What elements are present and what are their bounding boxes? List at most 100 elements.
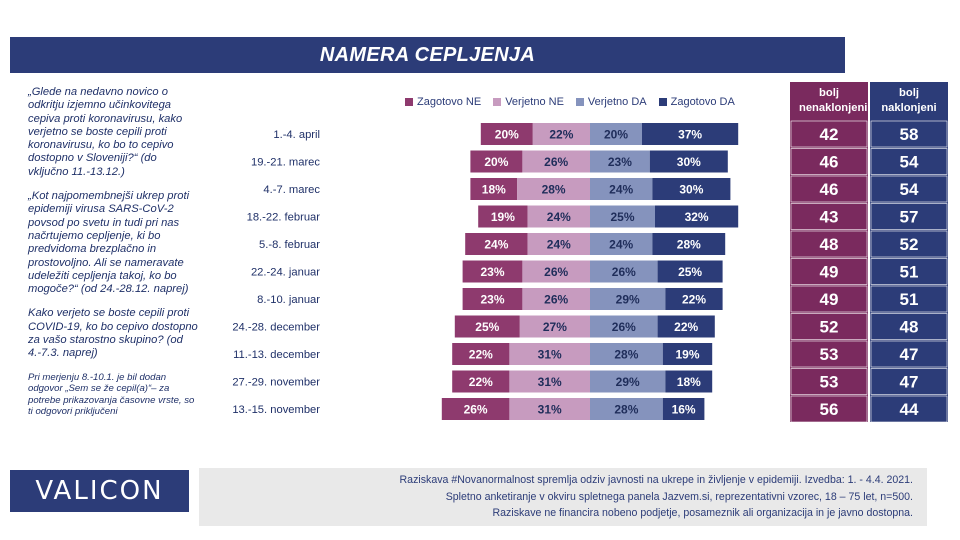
bar-segment: [517, 178, 590, 200]
footer-note: Raziskava #Novanormalnost spremlja odziv…: [199, 468, 927, 526]
data-label: 23%: [608, 155, 632, 169]
bar-segment: [462, 260, 523, 283]
category-label: 18.-22. februar: [247, 212, 321, 224]
data-label: 19%: [491, 210, 515, 224]
naklonjeni-value: 58: [900, 125, 919, 144]
data-label: 22%: [549, 128, 573, 142]
column-bg-naklonjeni: [870, 120, 948, 422]
row-divider: [790, 120, 868, 148]
row-divider: [790, 148, 868, 175]
data-label: 30%: [677, 155, 701, 169]
data-label: 37%: [678, 128, 702, 142]
data-label: 26%: [544, 155, 568, 169]
question-text-3: Kako verjeto se boste cepili proti COVID…: [28, 307, 198, 360]
legend-swatch: [575, 98, 584, 106]
data-label: 22%: [674, 320, 698, 334]
bar-segment: [509, 343, 590, 365]
row-divider: [870, 120, 948, 148]
data-label: 29%: [616, 293, 640, 307]
nenaklonjeni-value: 49: [820, 263, 839, 282]
naklonjeni-value: 48: [900, 318, 919, 337]
data-label: 30%: [679, 183, 703, 197]
nenaklonjeni-value: 48: [820, 235, 839, 254]
bar-segment: [590, 178, 653, 200]
data-label: 28%: [542, 183, 566, 197]
data-label: 24%: [609, 183, 633, 197]
row-divider: [870, 313, 948, 340]
naklonjeni-value: 51: [900, 263, 919, 282]
legend-swatch: [658, 98, 667, 106]
data-label: 29%: [616, 375, 640, 389]
row-divider: [870, 258, 948, 285]
nenaklonjeni-value: 46: [820, 153, 839, 172]
naklonjeni-value: 51: [900, 290, 919, 309]
column-bg-nenaklonjeni: [790, 120, 868, 422]
valicon-logo: VALICON: [10, 470, 189, 512]
title-bar: NAMERA CEPLJENJA: [10, 37, 845, 73]
nenaklonjeni-value: 46: [820, 180, 839, 199]
data-label: 18%: [482, 183, 506, 197]
bar-segment: [590, 370, 666, 393]
data-label: 24%: [484, 238, 508, 252]
nenaklonjeni-value: 56: [820, 400, 839, 419]
row-divider: [870, 395, 948, 423]
naklonjeni-value: 54: [900, 180, 919, 199]
bar-segment: [522, 288, 590, 310]
bar-segment: [522, 260, 590, 283]
data-label: 28%: [614, 403, 638, 417]
category-label: 4.-7. marec: [263, 184, 320, 196]
data-label: 22%: [682, 293, 706, 307]
data-label: 16%: [672, 403, 696, 417]
bar-segment: [590, 123, 642, 145]
column-header-naklonjeni: bolj naklonjeni: [870, 82, 948, 120]
nenaklonjeni-value: 53: [820, 373, 839, 392]
data-label: 22%: [469, 375, 493, 389]
naklonjeni-value: 57: [900, 208, 919, 227]
category-label: 8.-10. januar: [257, 294, 320, 306]
bar-segment: [590, 315, 658, 338]
data-label: 28%: [614, 348, 638, 362]
bar-segment: [470, 178, 518, 200]
bar-segment: [532, 123, 590, 145]
category-label: 27.-29. november: [232, 377, 320, 389]
naklonjeni-value: 44: [900, 400, 919, 419]
naklonjeni-value: 47: [900, 345, 919, 364]
legend-swatch: [493, 98, 502, 106]
page-title: NAMERA CEPLJENJA: [319, 43, 536, 66]
data-label: 27%: [543, 320, 567, 334]
data-label: 24%: [609, 238, 633, 252]
data-label: 31%: [538, 403, 562, 417]
nenaklonjeni-value: 42: [820, 125, 839, 144]
bar-segment: [454, 315, 520, 338]
data-label: 20%: [495, 128, 519, 142]
bar-segment: [590, 260, 658, 283]
bar-segment: [662, 343, 713, 365]
data-label: 32%: [685, 210, 709, 224]
data-label: 26%: [544, 293, 568, 307]
nenaklonjeni-value: 43: [820, 208, 839, 227]
data-label: 25%: [678, 265, 702, 279]
data-label: 28%: [677, 238, 701, 252]
data-label: 24%: [547, 210, 571, 224]
nenaklonjeni-value: 49: [820, 290, 839, 309]
naklonjeni-value: 54: [900, 153, 919, 172]
category-label: 11.-13. december: [233, 349, 320, 361]
row-divider: [790, 230, 868, 258]
legend-item-zagotovo-da: Zagotovo DA: [658, 96, 735, 108]
question-text-2: „Kot najpomembnejši ukrep proti epidemij…: [28, 190, 190, 296]
bar-segment: [470, 150, 523, 173]
question-panel: „Glede na nedavno novico o odkritju izje…: [20, 80, 205, 466]
data-label: 23%: [480, 265, 504, 279]
data-label: 18%: [677, 375, 701, 389]
legend-item-zagotovo-ne: Zagotovo NE: [405, 96, 481, 108]
row-divider: [790, 340, 868, 368]
legend-item-verjetno-da: Verjetno DA: [575, 96, 647, 108]
data-label: 26%: [464, 403, 488, 417]
data-label: 22%: [469, 348, 493, 362]
data-label: 24%: [547, 238, 571, 252]
legend-label: Verjetno NE: [505, 96, 564, 108]
category-label: 1.-4. april: [273, 129, 320, 141]
legend-item-verjetno-ne: Verjetno NE: [493, 96, 564, 108]
data-label: 31%: [538, 375, 562, 389]
